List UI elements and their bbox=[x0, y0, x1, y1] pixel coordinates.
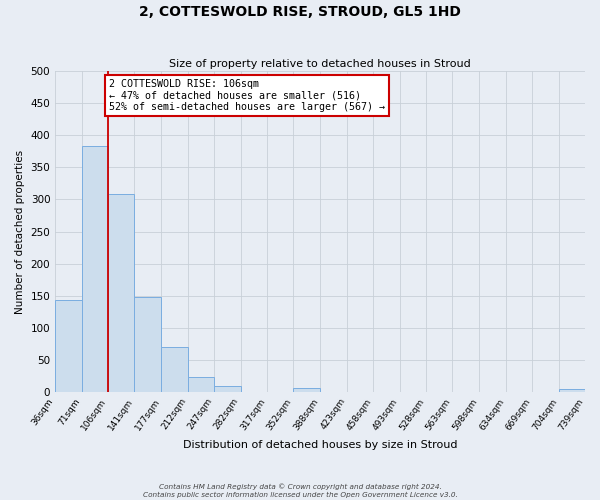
Bar bbox=[108, 194, 134, 392]
Bar bbox=[214, 386, 241, 392]
Bar bbox=[82, 146, 108, 392]
Title: Size of property relative to detached houses in Stroud: Size of property relative to detached ho… bbox=[169, 59, 471, 69]
Bar bbox=[293, 388, 320, 392]
Bar bbox=[55, 300, 82, 392]
Bar bbox=[161, 347, 188, 392]
Text: Contains HM Land Registry data © Crown copyright and database right 2024.
Contai: Contains HM Land Registry data © Crown c… bbox=[143, 484, 457, 498]
Bar bbox=[134, 297, 161, 392]
Bar bbox=[188, 377, 214, 392]
Text: 2, COTTESWOLD RISE, STROUD, GL5 1HD: 2, COTTESWOLD RISE, STROUD, GL5 1HD bbox=[139, 5, 461, 19]
Text: 2 COTTESWOLD RISE: 106sqm
← 47% of detached houses are smaller (516)
52% of semi: 2 COTTESWOLD RISE: 106sqm ← 47% of detac… bbox=[109, 79, 385, 112]
Bar bbox=[559, 390, 585, 392]
Y-axis label: Number of detached properties: Number of detached properties bbox=[15, 150, 25, 314]
X-axis label: Distribution of detached houses by size in Stroud: Distribution of detached houses by size … bbox=[183, 440, 457, 450]
